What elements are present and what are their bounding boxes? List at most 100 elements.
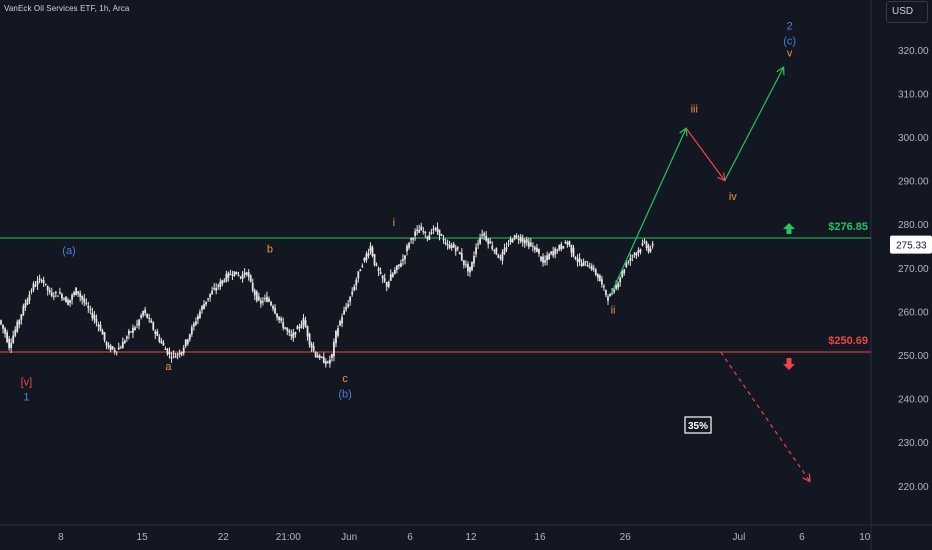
candle-body: [219, 281, 222, 287]
projection-line[interactable]: [610, 128, 687, 295]
y-tick-label: 300.00: [898, 133, 929, 144]
candle-body: [467, 263, 469, 272]
candle-body: [34, 284, 37, 287]
y-tick-label: 260.00: [898, 307, 929, 318]
candle-body: [584, 260, 587, 262]
candle-body: [440, 234, 443, 236]
chart-title: VanEck Oil Services ETF, 1h, Arca: [4, 4, 130, 13]
candle-body: [635, 252, 638, 256]
candle-body: [335, 330, 337, 344]
candle-body: [458, 252, 461, 255]
candle-body: [138, 319, 140, 326]
candle-body: [617, 283, 620, 288]
projection-line[interactable]: [685, 127, 726, 181]
candle-body: [38, 278, 41, 280]
candle-body: [71, 294, 73, 300]
candle-body: [349, 296, 352, 302]
candle-body: [647, 245, 650, 253]
projection-line[interactable]: [720, 351, 811, 482]
currency-button[interactable]: USD: [886, 1, 928, 23]
candle-body: [194, 321, 197, 325]
candle-body: [497, 255, 500, 258]
candle-body: [257, 296, 260, 301]
projection-line[interactable]: [724, 66, 785, 181]
candle-body: [507, 243, 510, 245]
x-tick-label: Jul: [733, 532, 746, 543]
candle-body: [560, 244, 563, 250]
candle-body: [221, 280, 224, 284]
candle-body: [424, 231, 427, 234]
wave-label: b: [267, 244, 273, 256]
candle-body: [180, 351, 183, 355]
candle-body: [87, 305, 90, 309]
candle-body: [552, 251, 555, 256]
candle-body: [239, 276, 242, 278]
candle-body: [556, 249, 559, 251]
candle-body: [540, 256, 542, 261]
candle-body: [621, 270, 624, 277]
candle-body: [607, 296, 609, 301]
candle-body: [574, 257, 577, 260]
candle-body: [18, 319, 21, 325]
candle-body: [231, 274, 234, 276]
candle-body: [268, 298, 270, 302]
candle-body: [160, 341, 163, 343]
candle-body: [590, 265, 593, 270]
candle-body: [201, 306, 203, 310]
candle-body: [365, 254, 368, 261]
candle-body: [77, 291, 80, 294]
candle-body: [264, 298, 266, 300]
candle-body: [2, 324, 4, 329]
candle-body: [85, 302, 88, 304]
candle-body: [75, 287, 78, 296]
candle-body: [353, 286, 356, 291]
candle-body: [251, 282, 254, 291]
candle-body: [69, 299, 71, 303]
candle-body: [619, 277, 622, 283]
candle-body: [379, 272, 382, 275]
candle-body: [48, 290, 51, 293]
candle-body: [452, 243, 455, 248]
candle-body: [73, 292, 75, 296]
candle-body: [182, 347, 185, 353]
candle-body: [633, 253, 636, 255]
candle-body: [152, 322, 155, 330]
candle-body: [199, 311, 201, 318]
wave-label: [v]: [21, 377, 33, 389]
candle-body: [400, 263, 402, 267]
y-tick-label: 250.00: [898, 351, 929, 362]
candle-body: [525, 239, 528, 243]
candle-body: [119, 347, 122, 349]
candle-body: [477, 243, 479, 245]
wave-label: 1: [23, 391, 29, 403]
candle-body: [215, 288, 218, 291]
candle-body: [454, 247, 457, 252]
candle-body: [174, 356, 177, 358]
candle-body: [493, 249, 496, 252]
candle-body: [361, 265, 364, 267]
wave-label: c: [342, 373, 348, 385]
candle-body: [101, 330, 104, 335]
candle-body: [213, 288, 216, 290]
candle-body: [146, 313, 149, 318]
candle-body: [154, 331, 157, 334]
x-tick-label: 12: [465, 532, 477, 543]
candle-body: [588, 267, 591, 269]
candle-body: [489, 241, 492, 244]
candle-body: [586, 265, 589, 267]
candle-body: [395, 265, 398, 270]
x-tick-label: 15: [137, 532, 149, 543]
candle-body: [40, 280, 43, 282]
candle-body: [495, 247, 498, 255]
candle-body: [144, 309, 147, 314]
candle-body: [235, 271, 238, 275]
candle-body: [20, 314, 23, 320]
candle-body: [531, 246, 534, 248]
candle-body: [130, 331, 132, 333]
candle-body: [318, 355, 321, 358]
candle-body: [534, 247, 536, 250]
candle-body: [564, 242, 567, 244]
candle-body: [471, 262, 473, 271]
candle-body: [0, 320, 2, 325]
